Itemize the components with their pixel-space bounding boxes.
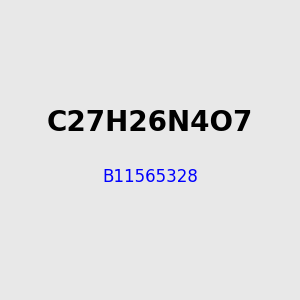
Text: B11565328: B11565328 [102,168,198,186]
Text: C27H26N4O7: C27H26N4O7 [47,109,253,137]
